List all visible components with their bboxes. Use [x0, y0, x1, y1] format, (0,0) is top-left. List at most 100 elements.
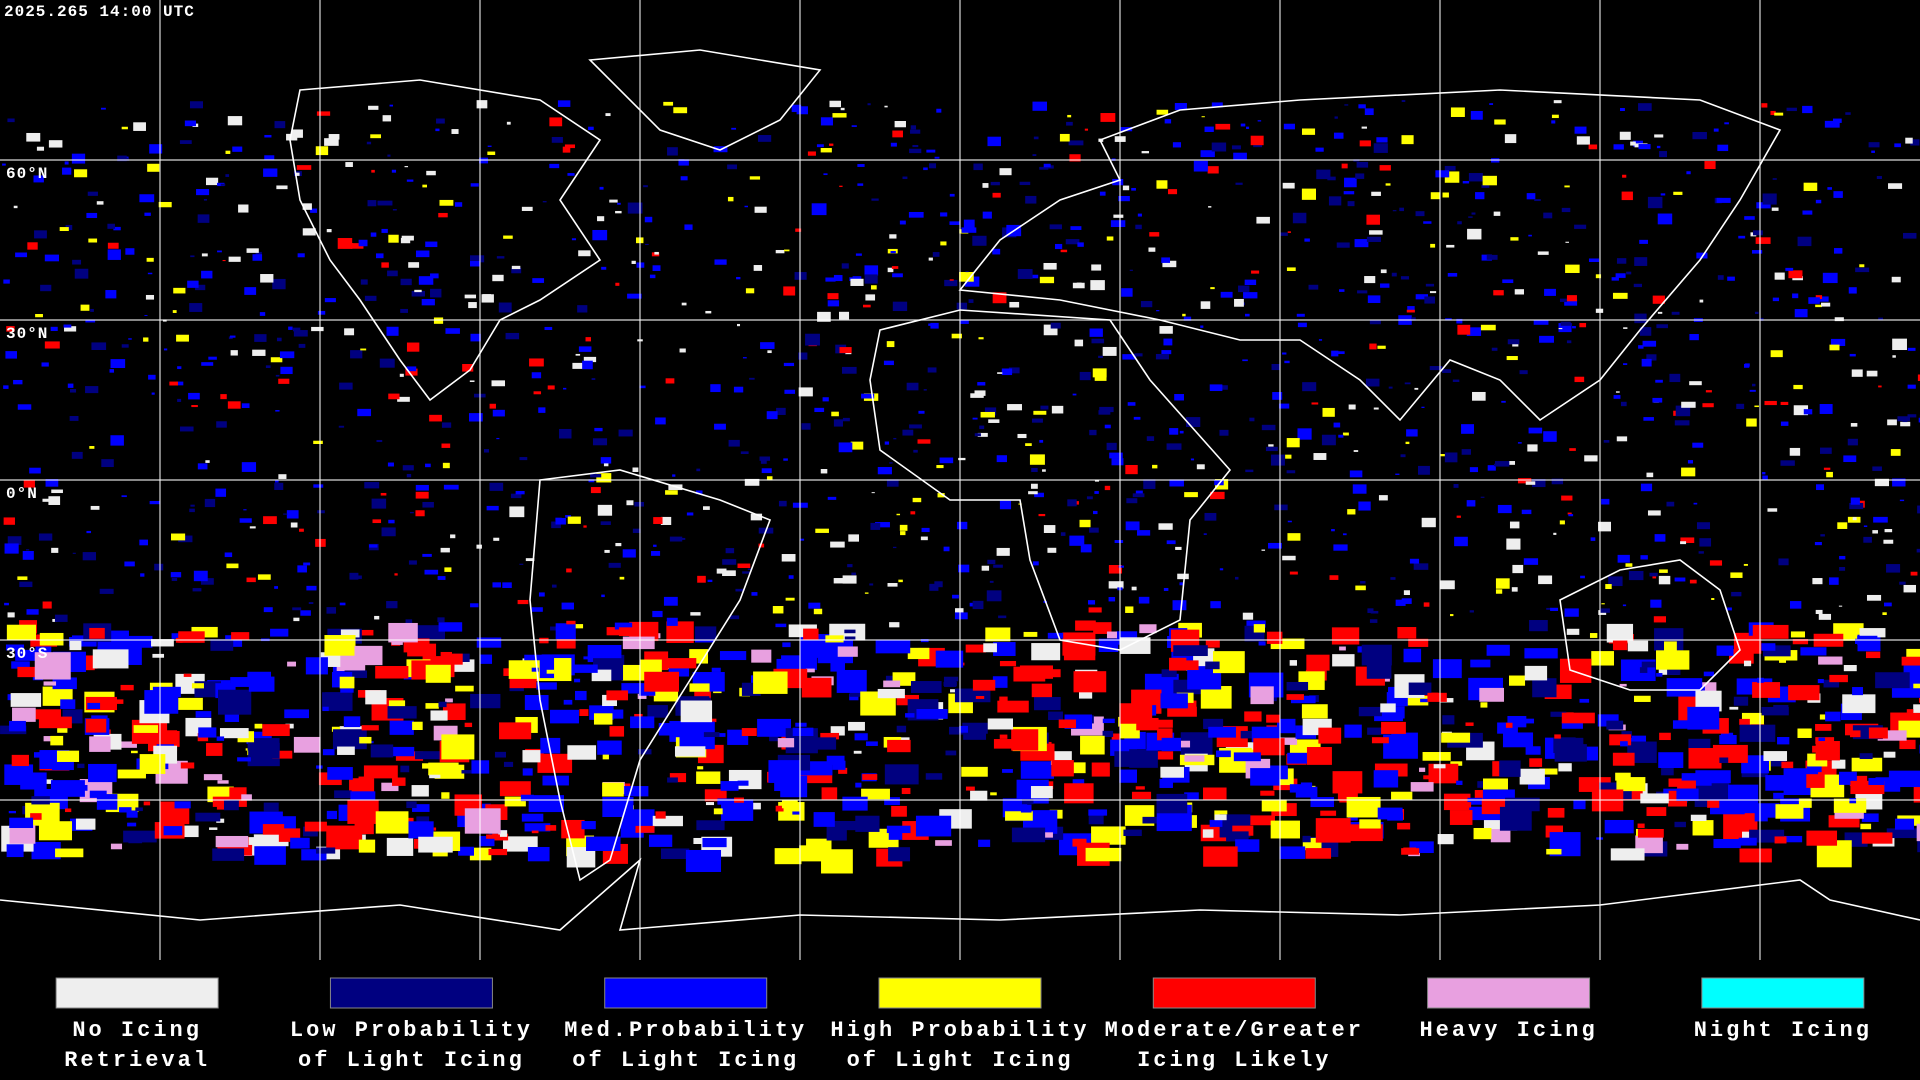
- icing-patch: [63, 324, 72, 328]
- icing-patch: [1525, 481, 1536, 485]
- icing-patch: [1620, 401, 1627, 407]
- icing-patch: [1106, 236, 1114, 241]
- icing-patch: [50, 326, 58, 331]
- icing-patch: [886, 479, 899, 487]
- icing-patch: [382, 115, 392, 122]
- icing-patch: [326, 229, 332, 233]
- icing-patch: [89, 446, 95, 449]
- icing-patch: [425, 703, 439, 709]
- icing-patch: [1829, 344, 1840, 351]
- icing-patch: [1401, 848, 1420, 855]
- icing-patch: [1332, 771, 1363, 794]
- icing-patch: [232, 146, 243, 152]
- icing-patch: [1283, 123, 1295, 130]
- icing-patch: [121, 344, 129, 348]
- icing-patch: [1773, 704, 1789, 711]
- icing-patch: [566, 620, 576, 625]
- icing-patch: [57, 728, 68, 733]
- icing-patch: [434, 764, 465, 779]
- icing-patch: [622, 636, 655, 650]
- icing-patch: [440, 547, 450, 553]
- icing-patch: [1167, 706, 1197, 717]
- icing-patch: [479, 654, 493, 664]
- icing-patch: [492, 274, 504, 282]
- icing-patch: [1025, 443, 1032, 447]
- icing-patch: [1333, 544, 1348, 551]
- icing-patch: [1656, 650, 1690, 670]
- icing-patch: [1860, 823, 1872, 830]
- icing-patch: [1620, 741, 1628, 747]
- icing-patch: [605, 709, 624, 719]
- icing-patch: [69, 415, 79, 421]
- icing-patch: [1698, 551, 1704, 554]
- icing-patch: [799, 845, 831, 862]
- icing-patch: [324, 635, 356, 656]
- icing-patch: [1610, 848, 1645, 861]
- icing-patch: [1007, 404, 1022, 411]
- icing-patch: [935, 840, 952, 846]
- icing-patch: [602, 694, 618, 707]
- icing-patch: [1861, 832, 1893, 844]
- icing-patch: [368, 105, 379, 110]
- icing-patch: [1380, 678, 1390, 682]
- icing-patch: [230, 677, 263, 687]
- icing-patch: [519, 563, 524, 565]
- icing-patch: [1916, 548, 1920, 553]
- icing-patch: [969, 602, 975, 607]
- icing-patch: [1031, 643, 1061, 661]
- icing-patch: [741, 728, 757, 737]
- icing-patch: [124, 561, 135, 567]
- icing-patch: [1843, 455, 1857, 463]
- icing-patch: [644, 671, 680, 692]
- icing-patch: [1613, 144, 1624, 150]
- icing-patch: [597, 740, 622, 755]
- legend-swatch: [1427, 977, 1591, 1009]
- icing-patch: [33, 752, 44, 758]
- icing-patch: [583, 656, 592, 660]
- icing-patch: [1059, 133, 1070, 142]
- icing-patch: [421, 298, 435, 306]
- icing-patch: [956, 302, 968, 310]
- icing-patch: [1815, 609, 1823, 615]
- icing-patch: [556, 636, 576, 649]
- icing-patch: [647, 705, 668, 718]
- icing-patch: [1334, 116, 1338, 119]
- icing-patch: [644, 216, 653, 223]
- icing-patch: [1086, 496, 1093, 500]
- icing-patch: [521, 813, 544, 822]
- icing-patch: [408, 262, 420, 268]
- icing-patch: [749, 377, 755, 380]
- icing-patch: [1093, 510, 1098, 515]
- icing-patch: [1528, 427, 1543, 434]
- icing-patch: [792, 727, 814, 737]
- icing-patch: [817, 311, 831, 322]
- icing-patch: [830, 541, 845, 548]
- icing-patch: [1861, 813, 1879, 822]
- icing-patch: [618, 627, 645, 637]
- icing-patch: [1469, 610, 1474, 613]
- icing-patch: [1310, 797, 1335, 808]
- icing-patch: [829, 143, 834, 146]
- icing-patch: [981, 565, 990, 571]
- icing-patch: [424, 569, 439, 575]
- icing-patch: [322, 692, 353, 711]
- icing-patch: [1526, 193, 1536, 200]
- icing-patch: [125, 248, 135, 255]
- icing-patch: [1872, 530, 1878, 534]
- icing-patch: [502, 582, 512, 588]
- icing-patch: [1373, 143, 1388, 153]
- icing-patch: [1842, 694, 1876, 714]
- icing-patch: [1126, 498, 1138, 504]
- icing-patch: [1297, 322, 1307, 328]
- icing-patch: [1848, 287, 1857, 294]
- icing-patch: [888, 847, 911, 862]
- icing-patch: [1612, 752, 1635, 766]
- icing-patch: [1031, 683, 1053, 698]
- icing-patch: [1072, 838, 1087, 847]
- icing-patch: [476, 637, 502, 648]
- icing-patch: [1175, 546, 1182, 550]
- icing-patch: [275, 480, 279, 483]
- icing-patch: [571, 238, 577, 241]
- icing-patch: [1011, 827, 1046, 843]
- icing-patch: [985, 627, 1011, 642]
